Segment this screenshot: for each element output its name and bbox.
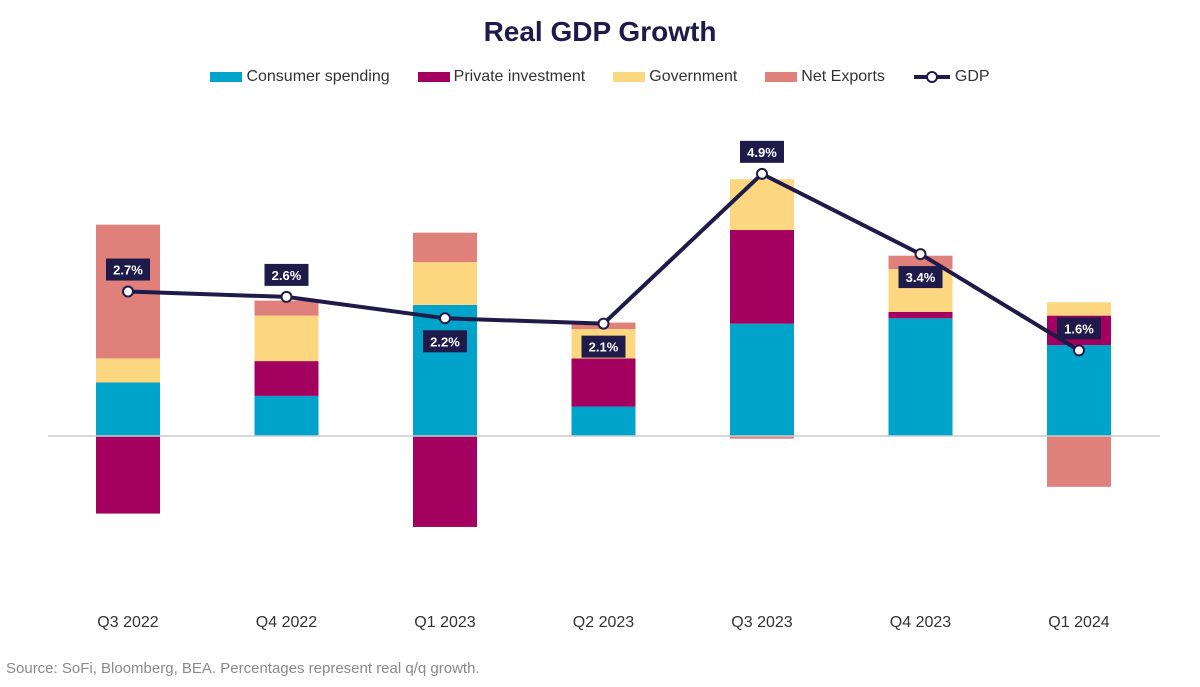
bar-government-q1-2023 xyxy=(413,262,477,305)
gdp-label-q1-2023: 2.2% xyxy=(430,334,460,349)
gdp-point-q3-2022 xyxy=(122,285,134,298)
x-tick-label-q1-2023: Q1 2023 xyxy=(414,614,475,631)
bar-consumer-spending-q1-2024 xyxy=(1047,345,1111,436)
gdp-point-q4-2022 xyxy=(280,290,293,303)
gdp-point-q3-2023 xyxy=(756,167,768,180)
bar-private-investment-q4-2022 xyxy=(254,361,319,396)
legend-item-net-exports: Net Exports xyxy=(765,68,885,86)
x-tick-label-q1-2024: Q1 2024 xyxy=(1048,614,1109,631)
gdp-point-q2-2023 xyxy=(597,317,610,330)
legend-label-net-exports: Net Exports xyxy=(801,68,885,85)
legend-item-government: Government xyxy=(613,68,737,86)
gdp-label-q3-2022: 2.7% xyxy=(113,263,143,278)
legend-item-consumer-spending: Consumer spending xyxy=(210,68,390,86)
legend-item-private-investment: Private investment xyxy=(417,68,586,86)
legend: Consumer spending Private investment Gov… xyxy=(0,68,1200,86)
bar-consumer-spending-q4-2023 xyxy=(888,318,953,436)
bar-net-exports-q1-2024 xyxy=(1047,436,1111,487)
source-note: Source: SoFi, Bloomberg, BEA. Percentage… xyxy=(6,660,480,677)
legend-label-private-investment: Private investment xyxy=(453,68,586,85)
x-tick-label-q4-2022: Q4 2022 xyxy=(256,614,317,631)
legend-swatch-consumer-spending xyxy=(210,72,243,82)
legend-label-consumer-spending: Consumer spending xyxy=(246,68,390,85)
legend-swatch-net-exports xyxy=(765,72,798,82)
legend-label-gdp: GDP xyxy=(954,68,990,85)
bar-private-investment-q2-2023 xyxy=(571,358,636,407)
gdp-label-q2-2023: 2.1% xyxy=(589,340,619,355)
bar-net-exports-q3-2023 xyxy=(730,436,794,439)
gdp-point-q1-2024 xyxy=(1073,344,1085,357)
legend-swatch-private-investment xyxy=(417,72,450,82)
gdp-label-box-q4-2022 xyxy=(264,263,309,286)
bar-consumer-spending-q2-2023 xyxy=(571,406,636,436)
gdp-label-box-q1-2023 xyxy=(423,330,467,353)
bar-consumer-spending-q4-2022 xyxy=(254,395,319,436)
gdp-label-box-q4-2023 xyxy=(898,266,943,289)
gdp-label-q1-2024: 1.6% xyxy=(1064,321,1094,336)
bar-consumer-spending-q1-2023 xyxy=(413,304,477,436)
bar-government-q3-2023 xyxy=(730,179,794,231)
bar-private-investment-q4-2023 xyxy=(888,311,953,319)
x-tick-label-q3-2023: Q3 2023 xyxy=(731,614,792,631)
gdp-label-q4-2022: 2.6% xyxy=(272,268,302,283)
x-tick-label-q3-2022: Q3 2022 xyxy=(97,614,158,631)
bar-net-exports-q1-2023 xyxy=(413,232,477,263)
legend-swatch-government xyxy=(613,72,646,82)
gdp-point-q4-2023 xyxy=(914,248,927,261)
gdp-label-box-q3-2023 xyxy=(740,140,784,163)
bar-government-q4-2022 xyxy=(254,315,319,362)
gdp-point-q1-2023 xyxy=(439,312,451,325)
legend-gdp-line-marker xyxy=(913,71,950,83)
bar-consumer-spending-q3-2023 xyxy=(730,323,794,436)
x-tick-label-q2-2023: Q2 2023 xyxy=(573,614,634,631)
gdp-label-q3-2023: 4.9% xyxy=(747,145,777,160)
x-tick-label-q4-2023: Q4 2023 xyxy=(890,614,951,631)
gdp-label-q4-2023: 3.4% xyxy=(906,270,936,285)
bar-private-investment-q3-2022 xyxy=(96,436,160,514)
chart-title: Real GDP Growth xyxy=(483,16,717,47)
bar-net-exports-q4-2022 xyxy=(254,300,319,316)
bar-private-investment-q1-2023 xyxy=(413,436,477,527)
gdp-label-box-q2-2023 xyxy=(581,335,626,358)
bar-private-investment-q3-2023 xyxy=(730,230,794,324)
gdp-label-box-q3-2022 xyxy=(106,258,150,281)
bar-government-q1-2024 xyxy=(1047,302,1111,316)
bar-consumer-spending-q3-2022 xyxy=(96,382,160,436)
legend-label-government: Government xyxy=(649,68,738,85)
bar-government-q3-2022 xyxy=(96,358,160,383)
legend-item-gdp: GDP xyxy=(913,68,990,86)
gdp-label-box-q1-2024 xyxy=(1057,317,1101,340)
